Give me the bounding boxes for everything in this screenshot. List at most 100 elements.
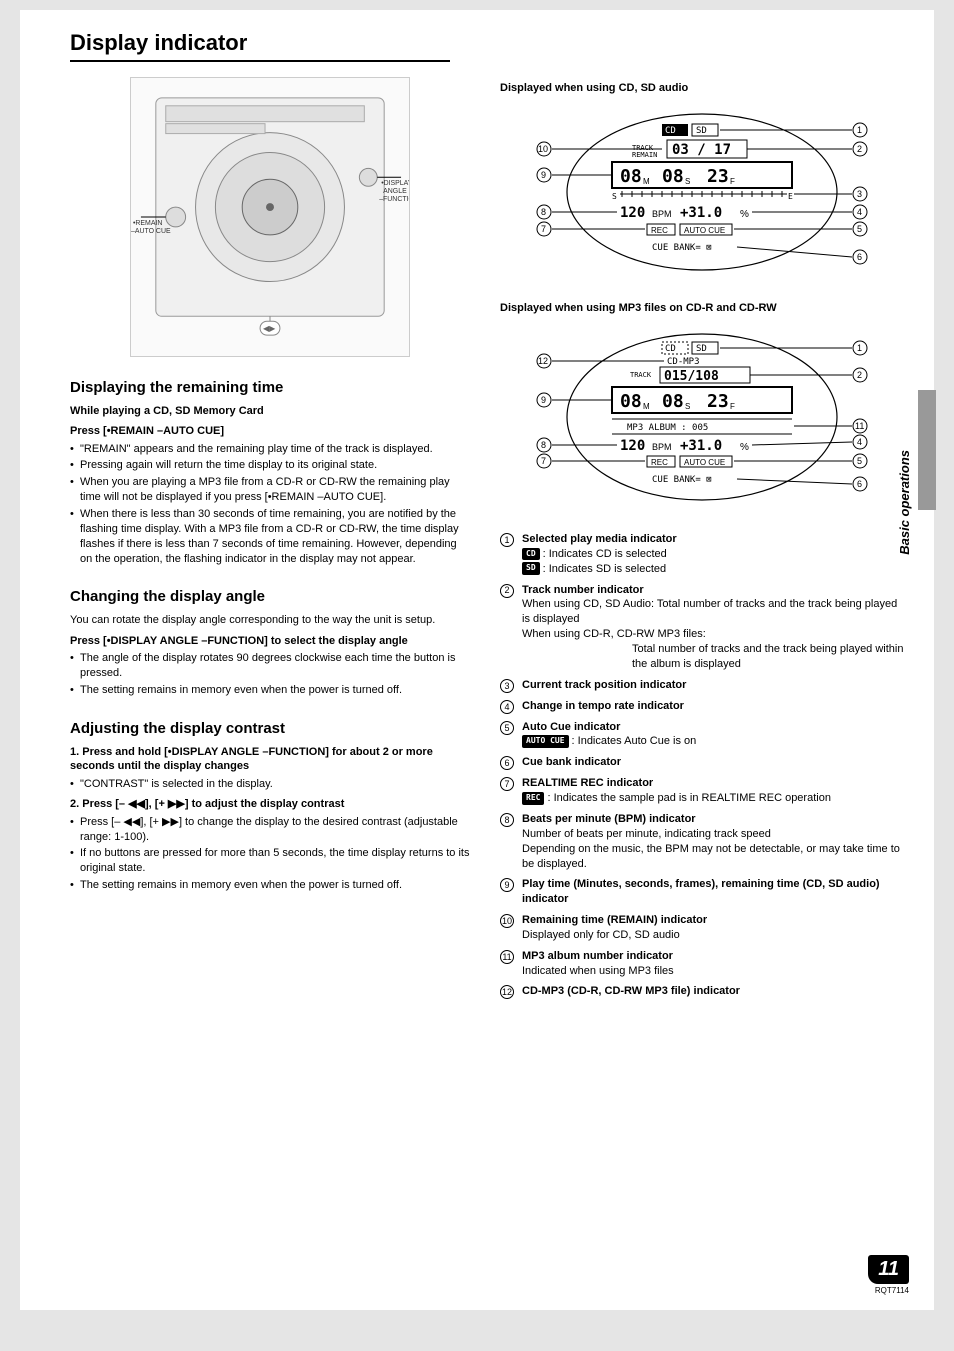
svg-text:10: 10 xyxy=(538,144,548,154)
indicator-title: Change in tempo rate indicator xyxy=(522,699,904,714)
callout-number: 12 xyxy=(500,985,514,999)
svg-text:M: M xyxy=(643,177,650,186)
svg-text:5: 5 xyxy=(857,224,862,234)
contrast-bold1: 1. Press and hold [•DISPLAY ANGLE –FUNCT… xyxy=(70,745,470,774)
manual-page: Basic operations Display indicator xyxy=(20,10,934,1310)
section-remaining-heading: Displaying the remaining time xyxy=(70,379,470,396)
callout-number: 6 xyxy=(500,756,514,770)
svg-text:3: 3 xyxy=(857,189,862,199)
doc-code: RQT7114 xyxy=(868,1286,909,1295)
svg-text:4: 4 xyxy=(857,207,862,217)
indicator-icon: REC xyxy=(522,792,544,805)
indicator-body: Remaining time (REMAIN) indicatorDisplay… xyxy=(522,913,904,943)
svg-text:03 / 17: 03 / 17 xyxy=(672,142,731,158)
callout-number: 5 xyxy=(500,721,514,735)
svg-text:9: 9 xyxy=(541,395,546,405)
svg-text:4: 4 xyxy=(857,437,862,447)
indicator-body: Current track position indicator xyxy=(522,678,904,693)
indicator-item: 4Change in tempo rate indicator xyxy=(500,699,904,714)
bullet: The setting remains in memory even when … xyxy=(70,683,470,698)
indicator-desc-line: When using CD-R, CD-RW MP3 files: xyxy=(522,627,904,642)
right-column: Displayed when using CD, SD audio CD SD … xyxy=(500,77,904,1005)
indicator-icon-line: REC: Indicates the sample pad is in REAL… xyxy=(522,791,904,806)
bullet: When there is less than 30 seconds of ti… xyxy=(70,507,470,566)
indicator-list: 1Selected play media indicatorCD: Indica… xyxy=(500,532,904,999)
indicator-item: 12 CD-MP3 (CD-R, CD-RW MP3 file) indicato… xyxy=(500,984,904,999)
indicator-item: 6 Cue bank indicator xyxy=(500,755,904,770)
svg-text:SD: SD xyxy=(696,126,707,136)
svg-text:CUE BANK= ⊠: CUE BANK= ⊠ xyxy=(652,243,712,253)
turntable-diagram: •REMAIN –AUTO CUE •DISPLAY ANGLE –FUNCTI… xyxy=(130,77,410,357)
display-mp3: Displayed when using MP3 files on CD-R a… xyxy=(500,302,904,512)
indicator-title: MP3 album number indicator xyxy=(522,949,904,964)
indicator-icon-desc: : Indicates SD is selected xyxy=(543,563,667,575)
bullet: If no buttons are pressed for more than … xyxy=(70,846,470,876)
indicator-body: REALTIME REC indicatorREC: Indicates the… xyxy=(522,776,904,806)
svg-text:S: S xyxy=(685,402,690,411)
svg-text:S: S xyxy=(685,177,690,186)
indicator-desc-line: Indicated when using MP3 files xyxy=(522,964,904,979)
svg-text:6: 6 xyxy=(857,479,862,489)
indicator-desc-line: Depending on the music, the BPM may not … xyxy=(522,842,904,872)
indicator-icon-desc: : Indicates CD is selected xyxy=(543,548,667,560)
left-column: •REMAIN –AUTO CUE •DISPLAY ANGLE –FUNCTI… xyxy=(70,77,470,1005)
indicator-desc-line: Total number of tracks and the track bei… xyxy=(522,642,904,672)
svg-text:5: 5 xyxy=(857,456,862,466)
indicator-title: Current track position indicator xyxy=(522,678,904,693)
callout-number: 10 xyxy=(500,914,514,928)
remaining-bold1: While playing a CD, SD Memory Card xyxy=(70,404,470,418)
svg-text:7: 7 xyxy=(541,456,546,466)
indicator-desc-line: When using CD, SD Audio: Total number of… xyxy=(522,597,904,627)
indicator-item: 10 Remaining time (REMAIN) indicatorDispl… xyxy=(500,913,904,943)
indicator-item: 2Track number indicatorWhen using CD, SD… xyxy=(500,583,904,672)
bullet: The setting remains in memory even when … xyxy=(70,878,470,893)
svg-text:REC: REC xyxy=(651,226,668,235)
indicator-title: Selected play media indicator xyxy=(522,532,904,547)
indicator-item: 5 Auto Cue indicatorAUTO CUE: Indicates A… xyxy=(500,720,904,750)
svg-text:BPM: BPM xyxy=(652,209,672,219)
section-angle-heading: Changing the display angle xyxy=(70,588,470,605)
callout-number: 7 xyxy=(500,777,514,791)
callout-number: 11 xyxy=(500,950,514,964)
svg-text:–AUTO CUE: –AUTO CUE xyxy=(131,228,171,235)
indicator-body: Auto Cue indicatorAUTO CUE: Indicates Au… xyxy=(522,720,904,750)
indicator-desc-line: Displayed only for CD, SD audio xyxy=(522,928,904,943)
indicator-title: Beats per minute (BPM) indicator xyxy=(522,812,904,827)
svg-text:CUE BANK= ⊠: CUE BANK= ⊠ xyxy=(652,475,712,485)
angle-bold1: Press [•DISPLAY ANGLE –FUNCTION] to sele… xyxy=(70,634,470,648)
svg-text:BPM: BPM xyxy=(652,442,672,452)
indicator-body: CD-MP3 (CD-R, CD-RW MP3 file) indicator xyxy=(522,984,904,999)
svg-text:11: 11 xyxy=(855,421,864,431)
svg-text:%: % xyxy=(740,209,749,220)
indicator-title: REALTIME REC indicator xyxy=(522,776,904,791)
svg-text:TRACK: TRACK xyxy=(630,371,652,379)
indicator-body: Beats per minute (BPM) indicatorNumber o… xyxy=(522,812,904,871)
display-caption: Displayed when using CD, SD audio xyxy=(500,82,904,94)
page-title: Display indicator xyxy=(70,30,450,62)
svg-text:M: M xyxy=(643,402,650,411)
svg-text:REC: REC xyxy=(651,458,668,467)
bullet: Pressing again will return the time disp… xyxy=(70,458,470,473)
remaining-bullets: "REMAIN" appears and the remaining play … xyxy=(70,442,470,567)
svg-text:1: 1 xyxy=(857,343,862,353)
indicator-item: 7 REALTIME REC indicatorREC: Indicates th… xyxy=(500,776,904,806)
callout-number: 3 xyxy=(500,679,514,693)
svg-text:08: 08 xyxy=(662,166,684,187)
svg-text:08: 08 xyxy=(620,166,642,187)
contrast-bullets2: Press [– ◀◀], [+ ▶▶] to change the displ… xyxy=(70,815,470,893)
page-number: 11 xyxy=(868,1255,909,1284)
svg-text:•REMAIN: •REMAIN xyxy=(133,220,162,227)
svg-text:%: % xyxy=(740,442,749,453)
svg-text:120: 120 xyxy=(620,205,645,221)
svg-text:08: 08 xyxy=(662,391,684,412)
indicator-title: CD-MP3 (CD-R, CD-RW MP3 file) indicator xyxy=(522,984,904,999)
svg-text:AUTO CUE: AUTO CUE xyxy=(684,226,725,235)
indicator-title: Cue bank indicator xyxy=(522,755,904,770)
indicator-item: 11 MP3 album number indicatorIndicated wh… xyxy=(500,949,904,979)
svg-text:23: 23 xyxy=(707,166,729,187)
svg-text:CD: CD xyxy=(665,126,676,136)
indicator-desc-line: Number of beats per minute, indicating t… xyxy=(522,827,904,842)
indicator-item: 1Selected play media indicatorCD: Indica… xyxy=(500,532,904,577)
indicator-icon-line: CD: Indicates CD is selected xyxy=(522,547,904,562)
indicator-icon-line: AUTO CUE: Indicates Auto Cue is on xyxy=(522,734,904,749)
